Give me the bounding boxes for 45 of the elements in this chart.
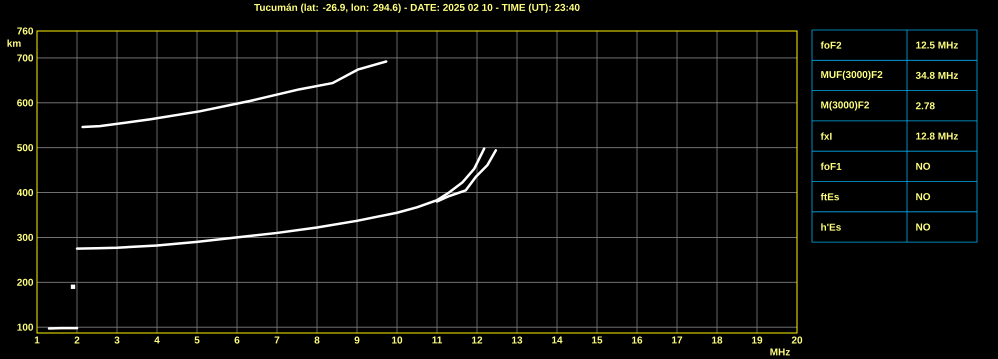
x-tick-label: 15 [592, 336, 602, 344]
text: ftEs [820, 193, 840, 200]
x-tick-label: 13 [512, 336, 522, 344]
y-tick-label: 100 [17, 324, 34, 331]
text: NO [916, 162, 930, 170]
y-tick-label: 200 [17, 278, 34, 286]
text: 12.8 MHz [916, 132, 958, 140]
text: 34.8 MHz [916, 72, 958, 79]
x-tick-label: 10 [392, 336, 402, 344]
x-tick-label: 16 [632, 336, 642, 344]
x-tick-label: 2 [74, 336, 80, 344]
x-tick-label: 20 [792, 336, 802, 344]
y-tick-label: 700 [17, 54, 34, 62]
text: NO [916, 223, 930, 231]
text: NO [916, 193, 930, 200]
x-axis-title: MHz [770, 348, 790, 356]
y-tick-label: 760 [17, 27, 34, 35]
x-tick-label: 6 [234, 336, 240, 344]
text: 2.78 [916, 102, 935, 110]
y-tick-label: 400 [16, 189, 34, 196]
text: foF2 [820, 41, 842, 49]
text: M(3000)F2 [821, 101, 870, 110]
text: fxI [820, 132, 832, 140]
chart-title: Tucumán (lat: -26.9, lon: 294.6) - DATE: 2025 02 10 - TIME (UT): 23:40 [254, 4, 580, 13]
x-tick-label: 12 [472, 336, 482, 344]
x-tick-label: 1 [34, 336, 40, 344]
y-tick-label: 600 [17, 99, 34, 106]
x-tick-label: 7 [274, 336, 280, 344]
x-tick-label: 18 [712, 336, 722, 344]
x-tick-label: 8 [314, 336, 320, 344]
x-tick-label: 3 [114, 336, 120, 344]
y-tick-label: 300 [17, 234, 34, 241]
text: foF1 [820, 162, 842, 170]
y-tick-label: 500 [17, 144, 34, 152]
text: h'Es [821, 223, 841, 231]
text: 12.5 MHz [916, 42, 958, 49]
x-tick-label: 14 [552, 336, 563, 344]
x-tick-label: 11 [432, 336, 442, 344]
x-tick-label: 17 [672, 336, 682, 344]
x-tick-label: 4 [154, 336, 160, 344]
x-tick-label: 5 [194, 336, 200, 344]
y-axis-title: km [7, 40, 21, 47]
text: MUF(3000)F2 [821, 70, 882, 80]
x-tick-label: 9 [354, 336, 360, 344]
x-tick-label: 19 [752, 336, 762, 344]
